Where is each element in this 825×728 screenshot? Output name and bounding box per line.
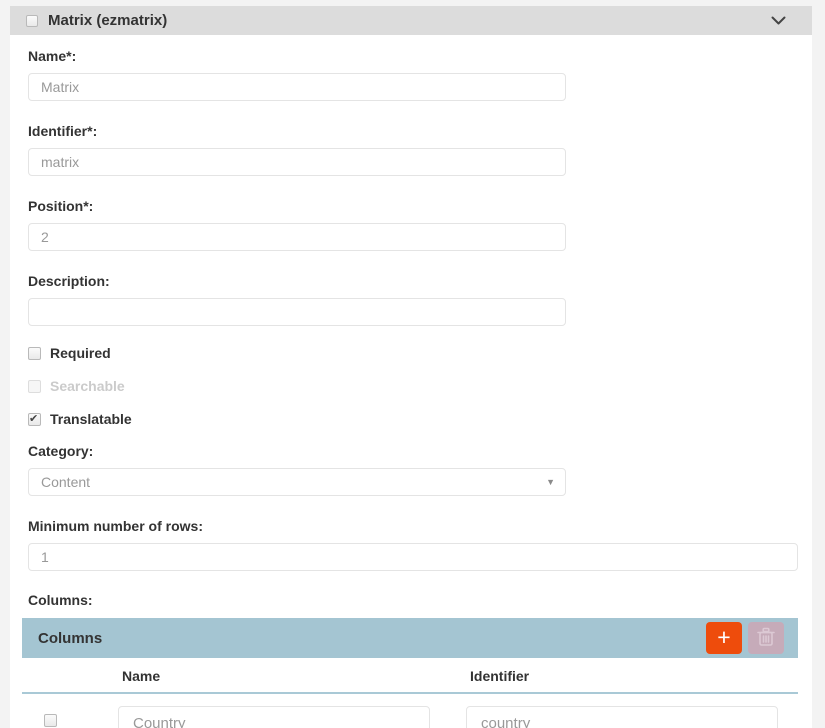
field-identifier-group: Identifier*: — [28, 123, 798, 176]
searchable-checkbox-group: Searchable — [28, 378, 798, 394]
category-select[interactable]: Content ▼ — [28, 468, 566, 496]
position-label: Position*: — [28, 198, 94, 214]
column-identifier-input[interactable] — [466, 706, 778, 728]
add-column-button[interactable]: + — [706, 622, 742, 654]
columns-header-title: Columns — [38, 629, 103, 647]
fieldtype-select-checkbox[interactable] — [26, 14, 38, 27]
columns-header-bar: Columns + — [22, 618, 798, 658]
required-checkbox[interactable] — [28, 346, 41, 360]
required-label: Required — [50, 345, 111, 361]
field-name-group: Name*: — [28, 48, 798, 101]
category-label: Category: — [28, 443, 94, 459]
columns-section-label: Columns: — [28, 592, 93, 608]
delete-column-button[interactable] — [748, 622, 784, 654]
trash-icon — [757, 627, 775, 650]
searchable-checkbox — [28, 379, 41, 393]
identifier-input[interactable] — [28, 148, 566, 176]
translatable-label: Translatable — [50, 411, 132, 427]
panel-title: Matrix (ezmatrix) — [48, 12, 168, 29]
field-description-group: Description: — [28, 273, 798, 326]
table-row — [22, 693, 798, 728]
category-selected-value: Content — [41, 474, 91, 490]
description-input[interactable] — [28, 298, 566, 326]
chevron-down-icon — [771, 16, 786, 25]
columns-table-header-row: Name Identifier — [22, 658, 798, 694]
checkbox-column-header — [22, 658, 118, 694]
select-arrow-icon: ▼ — [546, 477, 555, 487]
plus-icon: + — [717, 623, 731, 650]
searchable-label: Searchable — [50, 378, 125, 394]
columns-box: Columns + — [22, 618, 798, 728]
translatable-checkbox-group: Translatable — [28, 411, 798, 427]
identifier-column-header: Identifier — [466, 658, 798, 694]
name-label: Name*: — [28, 48, 77, 64]
required-checkbox-group: Required — [28, 345, 798, 361]
fieldtype-panel-header[interactable]: Matrix (ezmatrix) — [10, 6, 812, 35]
position-input[interactable] — [28, 223, 566, 251]
column-name-input[interactable] — [118, 706, 430, 728]
fieldtype-panel: Matrix (ezmatrix) Name*: Identifier*: Po… — [10, 6, 812, 728]
field-minrows-group: Minimum number of rows: — [28, 518, 798, 571]
columns-table: Name Identifier — [22, 658, 798, 728]
translatable-checkbox[interactable] — [28, 412, 41, 426]
name-input[interactable] — [28, 73, 566, 101]
minrows-label: Minimum number of rows: — [28, 518, 203, 534]
field-category-group: Category: Content ▼ — [28, 443, 798, 496]
name-column-header: Name — [118, 658, 466, 694]
description-label: Description: — [28, 273, 110, 289]
fieldtype-panel-body: Name*: Identifier*: Position*: Descripti… — [10, 35, 812, 728]
identifier-label: Identifier*: — [28, 123, 98, 139]
field-position-group: Position*: — [28, 198, 798, 251]
minrows-input[interactable] — [28, 543, 798, 571]
row-select-checkbox[interactable] — [44, 714, 57, 727]
